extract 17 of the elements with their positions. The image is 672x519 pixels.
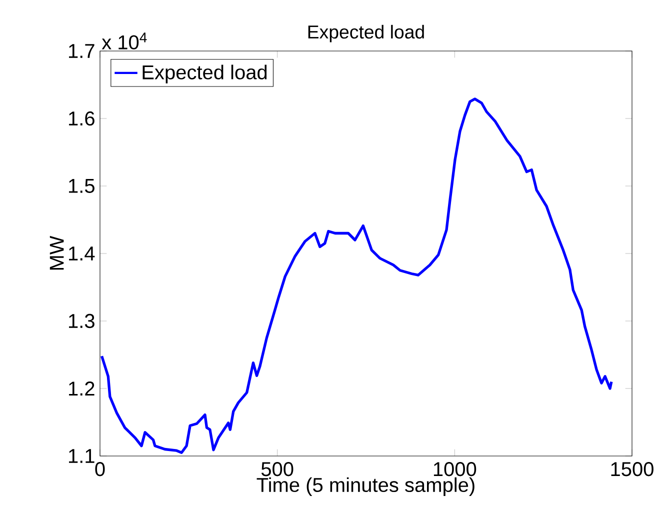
y-tick-label: 1.4 (69, 246, 95, 260)
x-axis-title: Time (5 minutes sample) (256, 477, 474, 496)
x-tick-label: 1000 (434, 462, 476, 476)
y-tick-label: 1.5 (69, 179, 94, 193)
line-series (100, 98, 613, 454)
y-tick-label: 1.3 (69, 314, 94, 328)
legend-label: Expected load (142, 64, 267, 84)
y-tick-label: 1.2 (69, 382, 94, 396)
y-axis-title: MW (50, 236, 64, 270)
x-tick-label: 1500 (611, 462, 654, 476)
y-tick-label: 1.1 (69, 449, 94, 463)
x-tick-label: 0 (95, 462, 105, 476)
chart-title: Expected load (308, 24, 424, 42)
y-tick-label: 1.6 (69, 111, 94, 126)
text: x 10$^{4}$ (102, 32, 147, 50)
y-tick-label: 1.7 (69, 44, 94, 58)
x-tick-label: 500 (261, 462, 294, 476)
